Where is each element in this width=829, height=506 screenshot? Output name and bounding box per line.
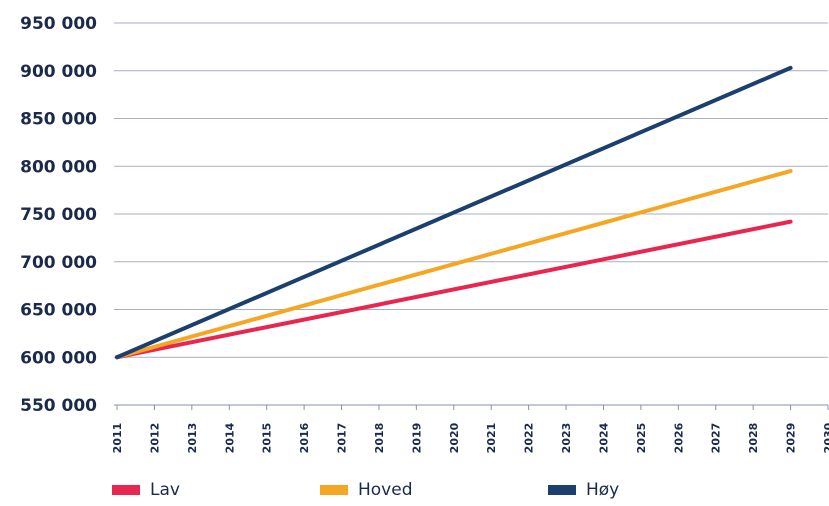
gridlines [114,22,828,406]
x-tick-label: 2026 [672,422,685,453]
x-tick-label: 2013 [186,423,199,454]
y-tick-label: 600 000 [20,348,97,368]
x-tick-label: 2019 [410,423,423,454]
legend-swatch-hoy [548,485,576,495]
legend-swatch-lav [112,485,140,495]
x-tick-label: 2030 [822,422,829,453]
x-tick-label: 2025 [635,423,648,454]
x-tick-label: 2011 [111,423,124,454]
x-tick-label: 2015 [261,423,274,454]
legend-swatch-hoved [320,485,348,495]
x-tick-label: 2012 [148,423,161,454]
series-line-2 [115,65,793,360]
x-tick-label: 2016 [298,422,311,453]
legend-label-hoy: Høy [586,480,620,500]
x-tick-label: 2017 [336,423,349,454]
y-tick-label: 800 000 [20,157,97,177]
y-tick-label: 900 000 [20,62,97,82]
x-tick-label: 2027 [710,423,723,454]
legend-item-lav: Lav [112,480,180,500]
y-tick-label: 550 000 [20,396,97,416]
y-tick-label: 700 000 [20,253,97,273]
series-line-0 [115,219,793,360]
series-lines [115,65,793,360]
x-tick-label: 2014 [223,422,236,453]
x-tick-label: 2022 [523,423,536,454]
series-line-1 [115,169,793,360]
x-axis-ticks: 2011 2012 2013 2014 2015 2016 2017 2018 2019 2020… [111,405,829,453]
legend-label-hoved: Hoved [358,480,413,500]
x-tick-label: 2021 [485,423,498,454]
x-tick-label: 2028 [747,423,760,454]
legend: Lav Hoved Høy [0,480,829,506]
y-tick-label: 650 000 [20,301,97,321]
y-tick-label: 750 000 [20,205,97,225]
x-tick-label: 2023 [560,423,573,454]
legend-item-hoved: Hoved [320,480,413,500]
legend-label-lav: Lav [150,480,180,500]
y-tick-label: 850 000 [20,110,97,130]
x-tick-label: 2024 [597,422,610,453]
legend-item-hoy: Høy [548,480,619,500]
x-tick-label: 2020 [448,422,461,453]
y-axis-ticks: 550 000 600 000 650 000 700 000 750 000 800 0… [20,14,97,416]
x-tick-label: 2029 [785,423,798,454]
x-tick-label: 2018 [373,423,386,454]
y-tick-label: 950 000 [20,14,97,34]
line-chart: 550 000 600 000 650 000 700 000 750 000 800 0… [20,14,829,453]
